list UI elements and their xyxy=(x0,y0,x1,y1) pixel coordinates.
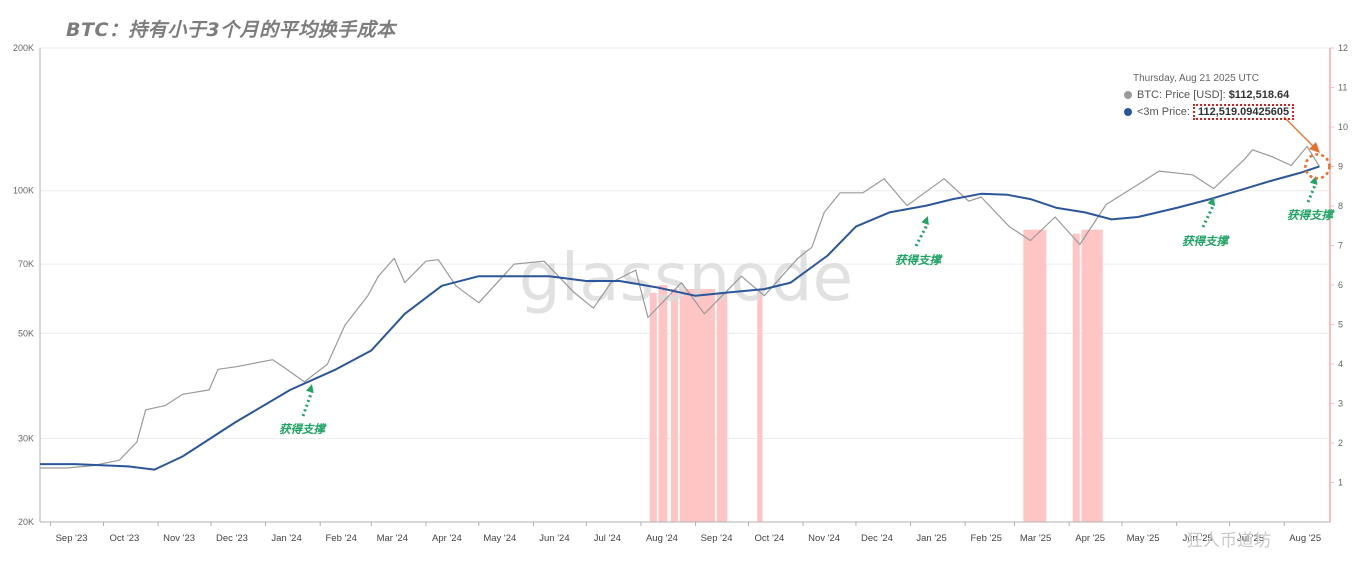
cost-legend-dot xyxy=(1124,108,1132,116)
y2-band-bar xyxy=(658,285,668,522)
y2-bands xyxy=(649,229,1103,522)
hover-tooltip: Thursday, Aug 21 2025 UTC BTC: Price [US… xyxy=(1124,70,1295,121)
y2-tick-label: 12 xyxy=(1338,43,1348,53)
x-tick-label: Jan '24 xyxy=(271,533,301,544)
pointer-arrowhead xyxy=(1309,142,1320,153)
y2-tick-label: 9 xyxy=(1338,162,1343,172)
y2-band-bar xyxy=(1081,229,1103,522)
latest-point-highlight xyxy=(1304,153,1331,180)
price-legend-dot xyxy=(1124,91,1132,99)
x-axis: Sep '23 Oct '23 Nov '23 Dec '23 Jan '24 Feb '… xyxy=(40,521,1330,544)
y-tick-label: 70K xyxy=(18,259,34,269)
x-tick-label: Jun '25 xyxy=(1183,533,1213,544)
y2-tick-label: 2 xyxy=(1338,438,1343,448)
tooltip-cost-label: <3m Price: xyxy=(1137,106,1193,118)
x-tick-label: Sep '24 xyxy=(701,533,733,544)
tooltip-cost-row: <3m Price: 112,519.09425605 xyxy=(1124,104,1295,121)
y2-band-bar xyxy=(1023,229,1047,522)
support-label: 获得支撑 xyxy=(1182,234,1230,248)
y2-tick-label: 4 xyxy=(1338,359,1343,369)
btc-price-line xyxy=(40,145,1320,469)
y2-band-bar xyxy=(679,288,715,522)
y2-tick-label: 7 xyxy=(1338,241,1343,251)
tooltip-date: Thursday, Aug 21 2025 UTC xyxy=(1133,73,1259,84)
support-arrow xyxy=(914,222,930,247)
support-label: 获得支撑 xyxy=(279,422,327,436)
corner-watermark: 狂人币道坊 xyxy=(1186,531,1271,551)
chart-title: BTC：持有小于3个月的平均换手成本 xyxy=(66,19,396,41)
x-tick-label: Mar '25 xyxy=(1020,533,1051,544)
x-tick-label: May '25 xyxy=(1127,533,1160,544)
support-arrow xyxy=(1306,182,1318,203)
tooltip-cost-value: 112,519.09425605 xyxy=(1192,104,1295,120)
x-tick-label: Mar '24 xyxy=(377,533,408,544)
series-layer xyxy=(40,145,1320,471)
y2-band-bar xyxy=(1072,233,1080,522)
y2-band-bar xyxy=(716,292,728,522)
x-tick-label: Apr '25 xyxy=(1075,533,1105,544)
x-tick-label: Aug '24 xyxy=(646,533,678,544)
x-tick-label: Aug '25 xyxy=(1289,533,1321,544)
x-tick-label: Sep '23 xyxy=(56,533,88,544)
x-tick-label: Feb '25 xyxy=(971,533,1002,544)
y2-tick-label: 6 xyxy=(1338,280,1343,290)
tooltip-price-row: BTC: Price [USD]: $112,518.64 xyxy=(1124,87,1294,104)
support-label: 获得支撑 xyxy=(1287,208,1335,222)
x-tick-label: Nov '23 xyxy=(163,533,195,544)
tooltip-price-value: $112,518.64 xyxy=(1228,89,1290,101)
glassnode-watermark: glassnode xyxy=(519,239,853,316)
y2-tick-label: 5 xyxy=(1338,320,1343,330)
x-tick-label: Apr '24 xyxy=(432,533,462,544)
y2-band-bar xyxy=(670,288,678,522)
support-arrowhead xyxy=(921,216,929,225)
y-tick-label: 20K xyxy=(18,517,34,527)
x-tick-label: Dec '23 xyxy=(216,533,248,544)
y2-tick-label: 8 xyxy=(1338,201,1343,211)
x-tick-label: Oct '24 xyxy=(755,533,785,544)
y-tick-label: 100K xyxy=(13,186,34,196)
y2-tick-label: 3 xyxy=(1338,399,1343,409)
x-tick-label: Jan '25 xyxy=(916,533,946,544)
y-tick-label: 30K xyxy=(18,434,34,444)
support-arrowhead xyxy=(306,384,314,393)
x-tick-label: May '24 xyxy=(483,533,516,544)
y2-tick-label: 10 xyxy=(1338,122,1348,132)
x-tick-label: Jul '25 xyxy=(1237,533,1264,544)
y-tick-label: 200K xyxy=(13,43,34,53)
y2-band-bar xyxy=(757,288,763,522)
tooltip-price-label: BTC: Price [USD]: xyxy=(1137,89,1229,101)
y2-tick-label: 11 xyxy=(1338,83,1347,93)
x-tick-label: Nov '24 xyxy=(808,533,840,544)
support-label: 获得支撑 xyxy=(895,253,943,267)
left-axis: 20K 30K 50K 70K 100K 200K xyxy=(13,43,41,527)
x-tick-label: Jul '24 xyxy=(594,533,621,544)
cost-basis-line xyxy=(40,165,1320,471)
pointer-arrow xyxy=(1283,116,1316,149)
y2-band-bar xyxy=(649,292,657,522)
x-tick-label: Oct '23 xyxy=(110,533,140,544)
support-arrow xyxy=(301,390,314,417)
y-tick-label: 50K xyxy=(18,328,34,338)
x-tick-label: Jun '24 xyxy=(539,533,569,544)
support-arrowhead xyxy=(1207,197,1215,206)
y2-tick-label: 1 xyxy=(1338,478,1343,488)
x-tick-label: Dec '24 xyxy=(861,533,893,544)
x-tick-label: Feb '24 xyxy=(326,533,357,544)
support-arrow xyxy=(1201,203,1216,228)
